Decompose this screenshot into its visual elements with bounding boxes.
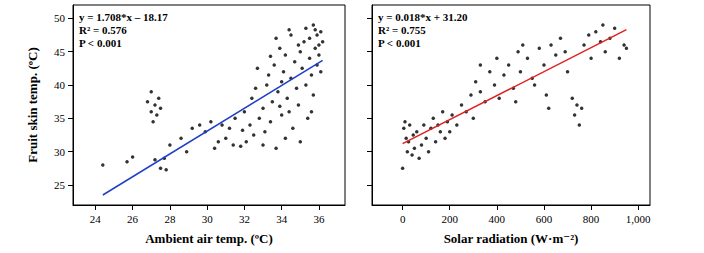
svg-text:25: 25 xyxy=(54,179,66,191)
svg-text:24: 24 xyxy=(90,213,102,225)
svg-text:40: 40 xyxy=(54,79,66,91)
svg-text:R² = 0.755: R² = 0.755 xyxy=(378,24,426,36)
svg-text:26: 26 xyxy=(127,213,139,225)
svg-text:Ambient air temp. (ºC): Ambient air temp. (ºC) xyxy=(145,231,273,246)
svg-text:30: 30 xyxy=(54,146,66,158)
svg-text:36: 36 xyxy=(313,213,325,225)
svg-text:R² = 0.576: R² = 0.576 xyxy=(79,24,127,36)
svg-text:y = 1.708*x – 18.17: y = 1.708*x – 18.17 xyxy=(79,11,168,23)
svg-text:34: 34 xyxy=(276,213,288,225)
svg-text:30: 30 xyxy=(202,213,214,225)
svg-text:P < 0.001: P < 0.001 xyxy=(79,37,122,49)
svg-text:600: 600 xyxy=(536,213,553,225)
svg-text:32: 32 xyxy=(239,213,250,225)
svg-text:50: 50 xyxy=(54,12,66,24)
svg-text:P < 0.001: P < 0.001 xyxy=(378,37,421,49)
svg-text:Fruit skin temp. (ºC): Fruit skin temp. (ºC) xyxy=(25,47,40,163)
svg-text:45: 45 xyxy=(54,46,66,58)
svg-text:y = 0.018*x + 31.20: y = 0.018*x + 31.20 xyxy=(378,11,468,23)
svg-text:1,000: 1,000 xyxy=(626,213,651,225)
svg-text:Solar radiation (W·m⁻²): Solar radiation (W·m⁻²) xyxy=(444,231,579,246)
svg-text:200: 200 xyxy=(441,213,458,225)
svg-text:0: 0 xyxy=(400,213,406,225)
svg-text:35: 35 xyxy=(54,112,66,124)
svg-text:28: 28 xyxy=(164,213,176,225)
svg-text:800: 800 xyxy=(583,213,600,225)
svg-text:400: 400 xyxy=(489,213,506,225)
